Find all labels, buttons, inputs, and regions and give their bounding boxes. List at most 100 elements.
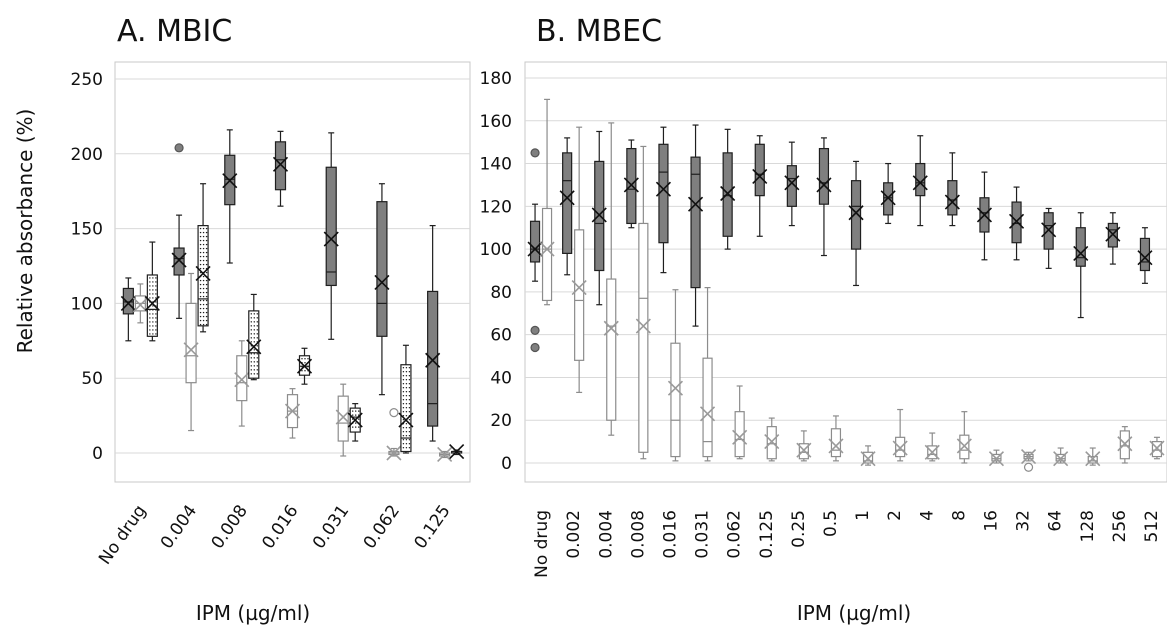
box-dot-pattern <box>408 383 411 385</box>
box-dark <box>1105 212 1121 265</box>
box-dot-pattern <box>256 317 258 319</box>
box-dot-pattern <box>307 358 309 360</box>
y-tick-label: 0 <box>501 454 512 474</box>
box-dot-pattern <box>405 439 408 441</box>
box-white <box>924 432 940 462</box>
box-dot-pattern <box>355 422 357 424</box>
box-dot-pattern <box>355 426 357 428</box>
mean-marker <box>944 194 960 210</box>
box-dot-pattern <box>408 427 411 429</box>
box-dot-pattern <box>402 439 405 441</box>
box-dot-pattern <box>152 293 154 295</box>
box-dark <box>784 141 800 227</box>
box-dot-pattern <box>202 303 205 306</box>
box-dark <box>1041 207 1057 269</box>
mean-marker <box>284 403 301 419</box>
box-dot-pattern <box>199 299 202 302</box>
y-tick-label: 40 <box>490 368 512 388</box>
box-body <box>185 302 197 384</box>
box-dot-pattern <box>199 303 202 306</box>
box-dot-pattern <box>408 435 411 437</box>
mean-marker <box>623 177 639 193</box>
box-white <box>437 446 453 463</box>
box-body <box>850 180 862 250</box>
box-dark <box>425 225 441 442</box>
box-white <box>635 145 651 460</box>
box-dark <box>912 135 928 227</box>
box-dark <box>1073 212 1089 319</box>
outlier-point <box>174 143 184 153</box>
box-dot-pattern <box>408 387 411 389</box>
mean-marker <box>1041 222 1057 238</box>
mean-marker <box>603 320 619 336</box>
box-body <box>274 141 287 191</box>
box-dot-pattern <box>205 319 208 322</box>
mean-marker <box>732 429 748 445</box>
chart-title: B. MBEC <box>536 14 662 49</box>
box-dotted <box>347 403 363 442</box>
box-dot-pattern <box>199 235 202 238</box>
box-dot-pattern <box>155 285 157 287</box>
box-dot-pattern <box>253 321 255 323</box>
box-dot-pattern <box>149 297 151 299</box>
box-dot-pattern <box>408 443 411 445</box>
x-tick-label: 0.016 <box>258 501 302 552</box>
mean-marker <box>272 156 289 172</box>
mean-marker <box>976 207 993 223</box>
mean-marker <box>764 434 780 450</box>
mean-marker <box>437 446 453 463</box>
mean-marker <box>1117 436 1133 452</box>
box-body <box>638 222 649 453</box>
box-dot-pattern <box>253 333 255 335</box>
mean-marker <box>860 451 876 467</box>
box-dot-pattern <box>202 323 205 326</box>
box-dot-pattern <box>402 403 405 405</box>
box-body <box>574 229 585 361</box>
box-dot-pattern <box>405 403 408 405</box>
mean-marker <box>1008 213 1025 229</box>
y-tick-label: 180 <box>480 69 512 89</box>
mean-marker <box>880 190 896 206</box>
box-dot-pattern <box>155 329 157 331</box>
box-body <box>786 165 797 207</box>
box-series <box>527 98 1165 472</box>
box-body <box>337 395 349 442</box>
mean-marker <box>246 339 262 355</box>
box-dot-pattern <box>253 317 255 319</box>
y-tick-label: 150 <box>71 220 103 240</box>
box-dark <box>527 148 543 353</box>
box-dot-pattern <box>304 370 306 372</box>
plot-frame <box>114 61 471 483</box>
box-dark <box>171 143 187 319</box>
mean-marker <box>752 168 768 184</box>
box-dot-pattern <box>408 391 411 393</box>
box-white <box>699 287 716 462</box>
box-body <box>427 290 439 427</box>
box-body <box>606 278 617 421</box>
box-body <box>754 143 765 197</box>
x-tick-label: No drug <box>95 501 150 568</box>
box-dot-pattern <box>155 301 157 303</box>
box-body <box>734 411 745 458</box>
box-dot-pattern <box>256 333 258 335</box>
box-dot-pattern <box>250 325 252 327</box>
x-tick-label: 256 <box>1110 510 1130 542</box>
x-tick-label: 16 <box>981 510 1001 532</box>
box-dot-pattern <box>250 313 252 315</box>
box-dot-pattern <box>199 315 202 318</box>
box-dot-pattern <box>402 427 405 429</box>
x-tick-label: 0.016 <box>660 510 680 559</box>
box-dot-pattern <box>250 369 252 371</box>
box-dot-pattern <box>358 426 360 428</box>
mean-marker <box>635 318 651 334</box>
box-dot-pattern <box>405 399 408 401</box>
box-dark <box>848 160 864 287</box>
box-dot-pattern <box>199 255 202 258</box>
box-dot-pattern <box>253 361 255 363</box>
box-dot-pattern <box>205 279 208 282</box>
mean-marker <box>183 342 199 358</box>
box-dot-pattern <box>402 379 405 381</box>
y-tick-label: 0 <box>92 444 103 464</box>
box-dark <box>323 132 339 340</box>
box-body <box>690 156 701 289</box>
